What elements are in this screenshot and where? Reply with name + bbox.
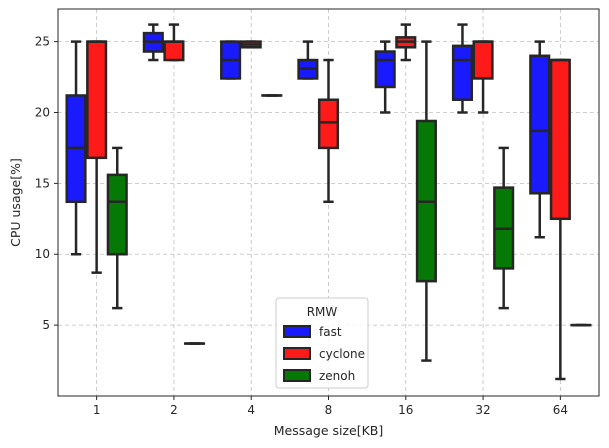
box-fast-64 — [529, 40, 551, 239]
iqr-box — [451, 44, 474, 101]
box-cyclone-8 — [317, 58, 340, 204]
x-axis-label: Message size[KB] — [274, 423, 384, 438]
box-cyclone-2 — [163, 23, 185, 62]
iqr-box — [106, 173, 128, 256]
legend: RMW fast cyclone zenoh — [275, 297, 369, 389]
x-tick-label: 1 — [93, 403, 101, 417]
box-fast-2 — [142, 23, 164, 62]
box-zenoh-16 — [415, 40, 437, 362]
legend-item-cyclone: cyclone — [283, 347, 365, 361]
box-fast-4 — [220, 40, 242, 80]
axis-ticks: 5 10 15 20 25 1 2 4 8 16 32 64 — [35, 35, 568, 417]
y-axis-label: CPU usage[%] — [8, 158, 23, 247]
box-fast-32 — [451, 23, 474, 114]
legend-swatch-fast — [283, 325, 311, 338]
box-fast-1 — [65, 40, 87, 256]
legend-items: fast cyclone zenoh — [283, 325, 365, 383]
box-cyclone-32 — [472, 40, 494, 114]
iqr-box — [163, 40, 185, 62]
box-plots — [65, 23, 592, 381]
iqr-box — [317, 98, 340, 150]
box-zenoh-32 — [493, 146, 515, 310]
x-tick-label: 4 — [247, 403, 255, 417]
box-zenoh-1 — [106, 146, 128, 310]
legend-swatch-zenoh — [283, 369, 311, 382]
box-fast-8 — [297, 40, 319, 80]
y-tick-label: 25 — [35, 35, 50, 49]
iqr-box — [86, 40, 108, 160]
legend-title: RMW — [307, 305, 338, 319]
x-tick-label: 64 — [553, 403, 568, 417]
x-tick-label: 16 — [398, 403, 413, 417]
box-cyclone-64 — [549, 58, 571, 381]
legend-item-fast: fast — [283, 325, 342, 339]
iqr-box — [472, 40, 494, 80]
x-tick-label: 32 — [475, 403, 490, 417]
legend-swatch-cyclone — [283, 347, 311, 360]
y-tick-label: 5 — [42, 318, 50, 332]
x-tick-label: 8 — [325, 403, 333, 417]
box-cyclone-16 — [395, 23, 417, 62]
y-tick-label: 15 — [35, 176, 50, 190]
legend-item-zenoh: zenoh — [283, 369, 355, 383]
legend-label-cyclone: cyclone — [319, 347, 365, 361]
iqr-box — [374, 50, 396, 89]
legend-frame — [275, 297, 369, 389]
box-fast-16 — [374, 40, 396, 114]
box-cyclone-1 — [86, 40, 108, 274]
iqr-box — [529, 54, 551, 195]
x-tick-label: 2 — [170, 403, 178, 417]
legend-label-fast: fast — [319, 325, 342, 339]
box-cyclone-4 — [240, 40, 262, 49]
y-tick-label: 20 — [35, 105, 50, 119]
legend-label-zenoh: zenoh — [319, 369, 355, 383]
iqr-box — [549, 58, 571, 221]
y-tick-label: 10 — [35, 247, 50, 261]
